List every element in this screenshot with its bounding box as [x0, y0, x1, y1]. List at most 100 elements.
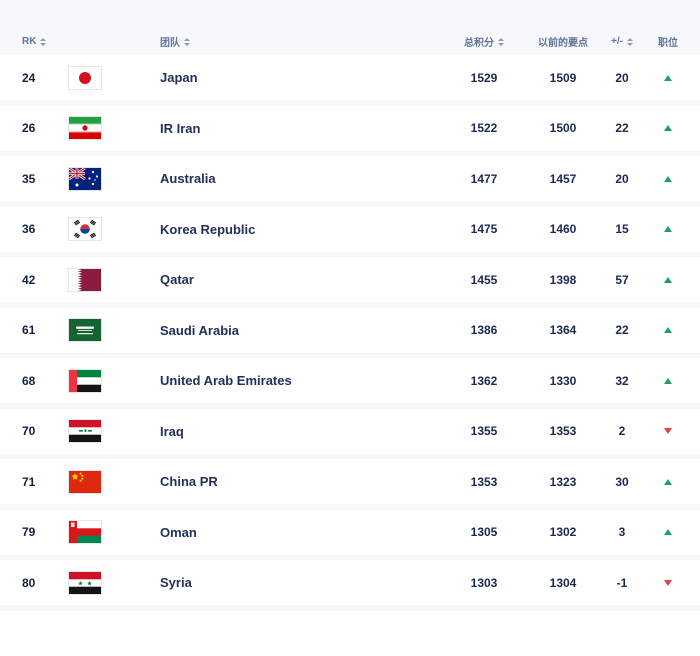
column-header-team[interactable]: 团队: [160, 34, 442, 49]
table-row[interactable]: 61 Saudi Arabia 1386 1364 22: [0, 307, 700, 353]
table-row[interactable]: 80 Syria 1303 1304 -1: [0, 560, 700, 605]
flag-australia-icon: [68, 166, 102, 191]
table-row[interactable]: 70 Iraq 1355 1353 2: [0, 408, 700, 454]
team-name[interactable]: Korea Republic: [160, 221, 256, 237]
rank: 80: [22, 575, 36, 590]
total-points: 1355: [470, 424, 498, 438]
rank: 79: [22, 525, 36, 539]
column-header-position-label: 职位: [658, 38, 678, 49]
previous-points: 1302: [549, 525, 577, 539]
flag-korea-republic-icon: [68, 217, 102, 241]
points-change: 3: [618, 525, 626, 539]
previous-points: 1509: [549, 70, 577, 85]
flag-qatar-icon: [68, 267, 102, 292]
rank-down-icon: [664, 428, 672, 434]
sort-icon: [626, 37, 633, 46]
points-change: 2: [618, 424, 626, 438]
column-header-previous-points[interactable]: 以前的要点: [526, 34, 600, 49]
rank: 36: [22, 222, 36, 236]
team-name[interactable]: Qatar: [160, 272, 194, 287]
previous-points: 1457: [549, 171, 577, 186]
points-change: 32: [615, 373, 629, 388]
flag-oman-icon: [68, 520, 102, 544]
column-header-position[interactable]: 职位: [644, 34, 692, 49]
column-header-previous-points-label: 以前的要点: [538, 38, 588, 49]
rank-up-icon: [664, 226, 672, 232]
column-header-rank-label: RK: [22, 36, 37, 47]
table-row-partial: [0, 610, 700, 656]
rank-up-icon: [664, 74, 672, 81]
points-change: 57: [615, 272, 629, 287]
sort-icon: [184, 37, 190, 46]
table-row[interactable]: 68 United Arab Emirates 1362 1330 32: [0, 358, 700, 403]
rank-up-icon: [664, 529, 672, 535]
total-points: 1362: [470, 373, 498, 388]
rank: 35: [22, 171, 36, 186]
rank: 71: [22, 474, 36, 489]
points-change: -1: [616, 575, 628, 590]
team-name[interactable]: Australia: [160, 171, 216, 186]
team-name[interactable]: United Arab Emirates: [160, 373, 292, 388]
team-name[interactable]: IR Iran: [160, 120, 201, 136]
total-points: 1455: [470, 272, 498, 287]
flag-syria-icon: [68, 570, 102, 595]
previous-points: 1330: [549, 373, 577, 388]
previous-points: 1398: [549, 272, 577, 287]
column-header-change-label: +/-: [611, 36, 623, 47]
table-row[interactable]: 35 Australia 1477 1457 20: [0, 156, 700, 201]
column-header-change[interactable]: +/-: [600, 36, 644, 47]
team-name[interactable]: Japan: [160, 70, 198, 85]
rank: 42: [22, 272, 36, 287]
rank-up-icon: [664, 478, 672, 485]
previous-points: 1460: [549, 222, 577, 236]
column-header-total-points-label: 总积分: [464, 38, 494, 49]
points-change: 22: [615, 323, 629, 337]
table-row[interactable]: 26 IR Iran 1522 1500 22: [0, 105, 700, 151]
total-points: 1353: [470, 474, 498, 489]
total-points: 1477: [470, 171, 498, 186]
total-points: 1529: [470, 70, 498, 85]
total-points: 1522: [470, 121, 498, 135]
points-change: 15: [615, 222, 629, 236]
flag-united-arab-emirates-icon: [68, 368, 102, 393]
sort-icon: [40, 37, 47, 46]
team-name[interactable]: Syria: [160, 575, 192, 590]
rank: 70: [22, 424, 36, 438]
column-header-rank[interactable]: RK: [22, 36, 68, 47]
flag-iraq-icon: [68, 419, 102, 443]
table-row[interactable]: 79 Oman 1305 1302 3: [0, 509, 700, 555]
previous-points: 1353: [549, 424, 577, 438]
rank: 61: [22, 323, 36, 337]
previous-points: 1500: [549, 121, 577, 135]
team-name[interactable]: Saudi Arabia: [160, 322, 239, 338]
rank: 68: [22, 373, 36, 388]
flag-saudi-arabia-icon: [68, 318, 102, 342]
rank-up-icon: [664, 175, 672, 182]
rank-up-icon: [664, 276, 672, 283]
sort-icon: [498, 37, 504, 46]
table-row[interactable]: 42 Qatar 1455 1398 57: [0, 257, 700, 302]
table-row[interactable]: 71 China PR 1353 1323 30: [0, 459, 700, 504]
team-name[interactable]: China PR: [160, 474, 218, 489]
previous-points: 1364: [549, 323, 577, 337]
rank: 26: [22, 121, 36, 135]
column-header-total-points[interactable]: 总积分: [442, 34, 526, 49]
total-points: 1475: [470, 222, 498, 236]
flag-japan-icon: [68, 65, 102, 90]
column-header-team-label: 团队: [160, 38, 180, 49]
rank-down-icon: [664, 579, 672, 586]
rank: 24: [22, 70, 36, 85]
points-change: 20: [615, 171, 629, 186]
previous-points: 1323: [549, 474, 577, 489]
points-change: 30: [615, 474, 629, 489]
flag-ir-iran-icon: [68, 116, 102, 140]
total-points: 1386: [470, 323, 498, 337]
total-points: 1305: [470, 525, 498, 539]
table-row[interactable]: 36 Korea Republic 1475 1460 15: [0, 206, 700, 252]
previous-points: 1304: [549, 575, 577, 590]
flag-china-pr-icon: [68, 469, 102, 494]
team-name[interactable]: Oman: [160, 524, 197, 540]
team-name[interactable]: Iraq: [160, 423, 184, 439]
table-row[interactable]: 24 Japan 1529 1509 20: [0, 55, 700, 100]
ranking-table: RK 团队 总积分 以前的要点 +/- 职位 24 Japan 1529 150…: [0, 28, 700, 656]
